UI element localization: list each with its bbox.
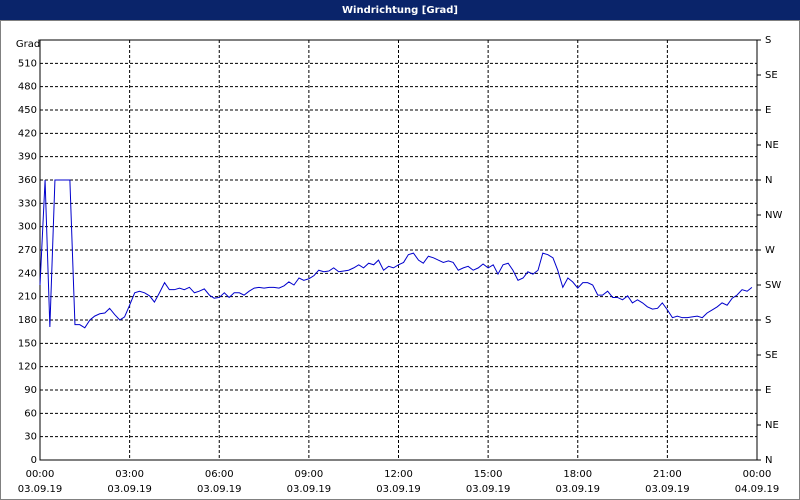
y-tick-label: 30 <box>24 432 37 443</box>
y-tick-label: 210 <box>18 292 37 303</box>
y-tick-label: 390 <box>18 152 37 163</box>
x-tick-date: 03.09.19 <box>555 484 600 495</box>
y2-tick-label: E <box>765 105 771 116</box>
x-tick-label: 21:00 <box>653 469 682 480</box>
x-tick-label: 00:00 <box>743 469 772 480</box>
x-tick-date: 03.09.19 <box>107 484 152 495</box>
y2-tick-label: N <box>765 175 772 186</box>
y2-tick-label: N <box>765 455 772 466</box>
y-tick-label: 180 <box>18 315 37 326</box>
y-tick-label: 0 <box>31 455 37 466</box>
y-tick-label: 90 <box>24 385 37 396</box>
x-tick-label: 06:00 <box>205 469 234 480</box>
y2-tick-label: W <box>765 245 775 256</box>
x-tick-date: 03.09.19 <box>18 484 63 495</box>
chart-title: Windrichtung [Grad] <box>342 5 458 16</box>
x-tick-date: 04.09.19 <box>735 484 780 495</box>
y-tick-label: 60 <box>24 408 37 419</box>
y2-tick-label: NE <box>765 420 779 431</box>
x-tick-label: 00:00 <box>26 469 55 480</box>
y-tick-label: 120 <box>18 362 37 373</box>
y-tick-label: 150 <box>18 338 37 349</box>
y2-tick-label: S <box>765 35 771 46</box>
x-tick-date: 03.09.19 <box>466 484 511 495</box>
x-tick-label: 15:00 <box>474 469 503 480</box>
y2-tick-label: E <box>765 385 771 396</box>
x-tick-label: 03:00 <box>115 469 144 480</box>
y2-tick-label: NE <box>765 140 779 151</box>
x-tick-label: 09:00 <box>294 469 323 480</box>
y2-tick-label: NW <box>765 210 782 221</box>
plot-frame <box>39 39 758 461</box>
y2-tick-label: SE <box>765 70 778 81</box>
y-tick-label: 270 <box>18 245 37 256</box>
y-tick-label: 420 <box>18 128 37 139</box>
x-tick-date: 03.09.19 <box>287 484 332 495</box>
y2-tick-label: SW <box>765 280 781 291</box>
x-tick-date: 03.09.19 <box>376 484 421 495</box>
x-tick-label: 12:00 <box>384 469 413 480</box>
data-line <box>39 179 753 329</box>
y-tick-label: 240 <box>18 268 37 279</box>
y-tick-label: 300 <box>18 222 37 233</box>
y-tick-label: 450 <box>18 105 37 116</box>
y-axis-label: Grad <box>16 39 40 50</box>
x-tick-label: 18:00 <box>563 469 592 480</box>
y2-tick-label: S <box>765 315 771 326</box>
y-tick-label: 480 <box>18 82 37 93</box>
y-tick-label: 510 <box>18 58 37 69</box>
y-tick-label: 360 <box>18 175 37 186</box>
window-border <box>0 20 800 500</box>
title-bar <box>0 0 800 20</box>
y-tick-label: 330 <box>18 198 37 209</box>
y2-tick-label: SE <box>765 350 778 361</box>
x-tick-date: 03.09.19 <box>645 484 690 495</box>
x-tick-date: 03.09.19 <box>197 484 242 495</box>
